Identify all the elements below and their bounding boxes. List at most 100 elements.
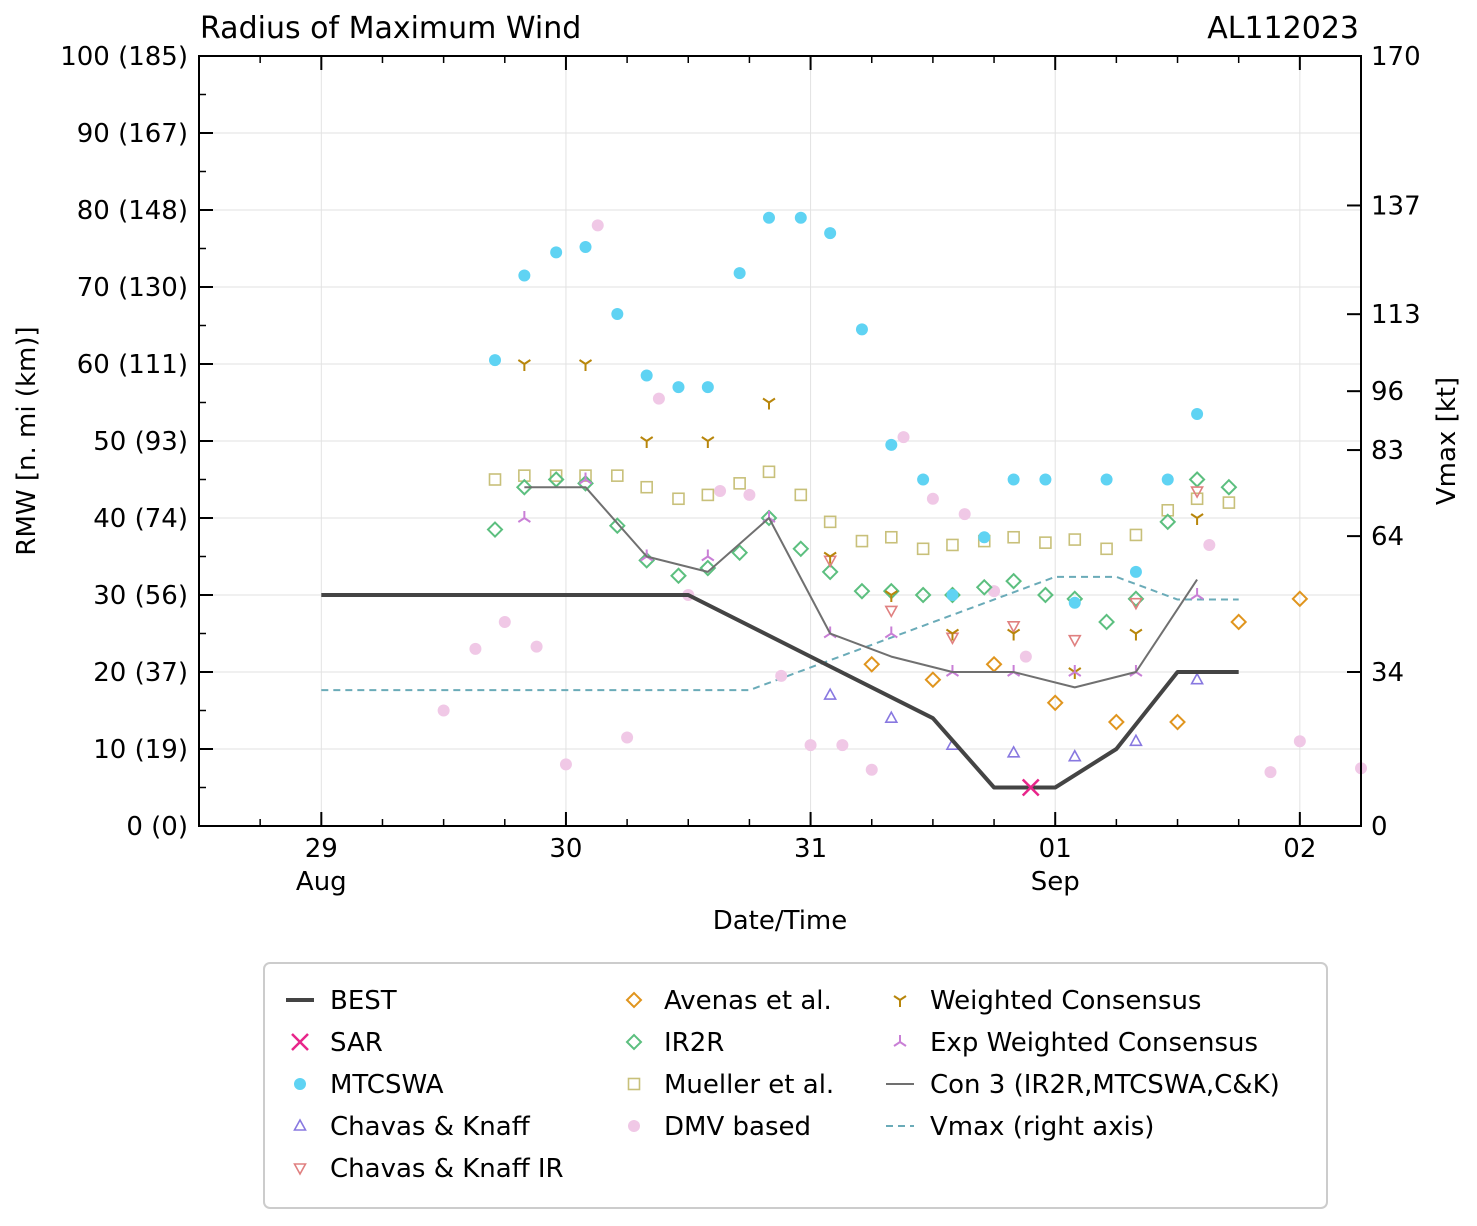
point-dmv-based — [836, 739, 849, 752]
point-mueller-et-al — [640, 480, 653, 494]
point-weighted-consensus — [762, 397, 776, 410]
legend-item-chavas-and-knaff-ir: Chavas & Knaff IR — [293, 1154, 564, 1184]
series-line-con-3-ir2r-mtcswa-candk — [524, 486, 1198, 689]
series-best — [321, 593, 1239, 790]
point-avenas-et-al — [985, 655, 1003, 673]
series-chavas-and-knaff — [823, 672, 1204, 762]
point-ir2r — [853, 582, 871, 600]
point-mueller-et-al — [488, 473, 502, 486]
point-mtcswa — [611, 307, 624, 320]
y2-tick-label: 113 — [1371, 300, 1421, 330]
y-axis-label: RMW [n. mi (km)] — [12, 326, 42, 555]
point-mtcswa — [701, 381, 714, 394]
point-weighted-consensus — [1190, 513, 1204, 525]
point-mueller-et-al — [579, 469, 592, 482]
point-weighted-consensus — [517, 359, 531, 371]
point-weighted-consensus — [1129, 628, 1143, 641]
point-exp-weighted-consensus — [578, 472, 593, 485]
point-ir2r — [1127, 590, 1145, 608]
series-avenas-et-al — [863, 590, 1309, 731]
y-tick-label: 70 (130) — [77, 273, 188, 303]
point-mtcswa — [978, 531, 991, 544]
point-ir2r — [577, 474, 594, 492]
point-chavas-and-knaff-ir — [884, 605, 899, 619]
y-tick-label: 60 (111) — [77, 350, 188, 380]
point-dmv-based — [926, 492, 939, 505]
point-ir2r — [1098, 613, 1115, 631]
point-chavas-and-knaff — [1129, 733, 1143, 747]
point-weighted-consensus — [823, 551, 837, 564]
point-exp-weighted-consensus — [1068, 665, 1082, 677]
legend-item-exp-weighted-consensus: Exp Weighted Consensus — [893, 1028, 1258, 1058]
x-tick-label: 31 — [794, 834, 827, 864]
y-tick-label: 10 (19) — [93, 735, 188, 765]
legend-label: MTCSWA — [330, 1070, 444, 1100]
y-tick-label: 20 (37) — [93, 658, 188, 688]
legend-label: Con 3 (IR2R,MTCSWA,C&K) — [930, 1070, 1280, 1100]
point-mueller-et-al — [855, 534, 869, 548]
series-chavas-and-knaff-ir — [823, 486, 1204, 648]
series-mueller-et-al — [488, 465, 1236, 556]
legend-item-sar: SAR — [291, 1028, 383, 1058]
point-dmv-based — [714, 485, 727, 498]
legend-swatch-mueller-et-al — [627, 1077, 641, 1091]
legend-label: SAR — [330, 1028, 383, 1058]
point-ir2r — [515, 478, 533, 496]
point-dmv-based — [958, 508, 971, 521]
point-mtcswa — [1039, 473, 1052, 486]
point-ir2r — [1188, 471, 1206, 488]
point-ir2r — [1037, 586, 1054, 604]
point-avenas-et-al — [1169, 713, 1186, 731]
point-ir2r — [731, 544, 749, 562]
point-ir2r — [792, 540, 810, 558]
y2-tick-label: 137 — [1371, 191, 1421, 221]
point-mtcswa — [733, 267, 746, 280]
point-mtcswa — [794, 211, 807, 224]
point-chavas-and-knaff — [1190, 672, 1204, 685]
y-tick-label: 100 (185) — [60, 42, 188, 72]
legend-label: DMV based — [664, 1112, 811, 1142]
point-dmv-based — [865, 763, 878, 776]
point-mueller-et-al — [611, 469, 624, 482]
point-mtcswa — [1068, 596, 1081, 609]
point-dmv-based — [559, 758, 572, 771]
point-dmv-based — [1019, 650, 1032, 663]
point-mueller-et-al — [1100, 542, 1113, 556]
point-mtcswa — [489, 354, 502, 367]
series-ir2r — [486, 471, 1238, 631]
point-ir2r — [821, 563, 839, 581]
x-tick-label: 01 — [1039, 834, 1072, 864]
legend-swatch-ir2r — [625, 1033, 643, 1051]
point-mtcswa — [550, 246, 563, 259]
point-mueller-et-al — [672, 492, 685, 506]
point-mueller-et-al — [794, 488, 808, 502]
point-exp-weighted-consensus — [884, 626, 898, 639]
point-ir2r — [760, 509, 778, 527]
x-tick-label: 29 — [305, 834, 338, 864]
point-avenas-et-al — [1046, 694, 1064, 712]
point-avenas-et-al — [924, 671, 942, 689]
point-weighted-consensus — [578, 359, 593, 371]
point-chavas-and-knaff-ir — [1006, 621, 1021, 634]
y2-tick-label: 64 — [1371, 522, 1404, 552]
point-dmv-based — [775, 669, 788, 682]
point-mueller-et-al — [549, 469, 563, 482]
legend-item-con-3-ir2r-mtcswa-candk: Con 3 (IR2R,MTCSWA,C&K) — [886, 1070, 1280, 1100]
legend-item-best: BEST — [286, 986, 397, 1016]
point-exp-weighted-consensus — [1190, 588, 1204, 600]
y2-tick-label: 83 — [1371, 436, 1404, 466]
y2-tick-label: 96 — [1371, 377, 1404, 407]
point-dmv-based — [498, 615, 511, 628]
legend-swatch-exp-weighted-consensus — [893, 1035, 907, 1047]
series-line-vmax-right-axis — [321, 575, 1239, 692]
point-chavas-and-knaff — [884, 710, 899, 723]
point-mueller-et-al — [946, 538, 959, 552]
y-tick-label: 80 (148) — [77, 196, 188, 226]
legend-swatch-avenas-et-al — [625, 991, 643, 1009]
point-dmv-based — [621, 731, 634, 744]
point-ir2r — [670, 567, 687, 585]
point-mueller-et-al — [701, 488, 715, 502]
point-mtcswa — [824, 227, 837, 240]
point-weighted-consensus — [884, 590, 898, 602]
